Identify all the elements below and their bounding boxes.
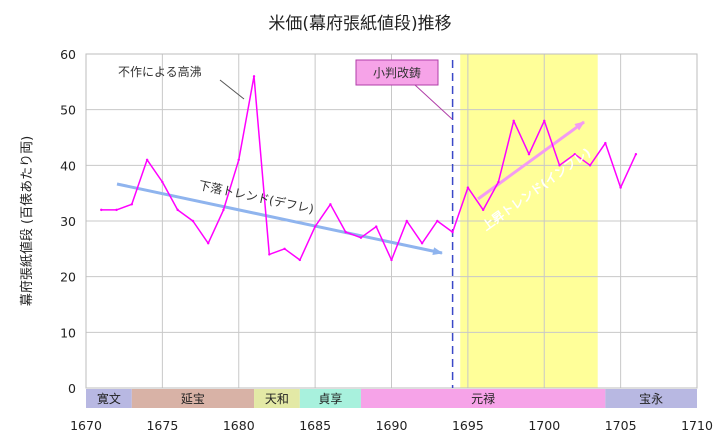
y-tick-label: 10 [60,325,76,340]
data-point [634,153,638,156]
x-tick-label: 1695 [452,418,484,433]
trend-down-arrow [116,182,443,256]
data-point [145,158,149,161]
data-point [527,153,531,156]
data-point [191,219,195,223]
data-point [237,158,240,161]
chart-title: 米価(幕府張紙値段)推移 [268,14,451,34]
data-point [619,186,622,189]
x-tick-label: 1670 [70,418,102,433]
era-bar: 寛文 延宝 天和 貞享 元禄 宝永 [86,389,697,408]
era-segment [605,389,697,408]
era-label: 宝永 [639,392,663,406]
data-point [222,208,225,212]
data-point [283,247,286,251]
data-point [313,225,317,228]
y-tick-label: 60 [60,47,76,62]
series-points [100,75,638,262]
data-point [466,186,470,189]
era-segment [360,389,606,408]
reform-callout-box [355,59,439,86]
era-segment [299,389,361,408]
x-tick-label: 1710 [681,418,713,433]
era-label: 寛文 [97,391,121,406]
series-line [101,75,637,261]
data-point [558,164,561,167]
grid [86,54,697,388]
data-point [497,180,500,184]
data-point [130,203,134,206]
x-axis: 1670 1675 1680 1685 1690 1695 1700 1705 1710 [70,418,713,433]
data-point [481,208,485,212]
data-point [329,203,332,206]
x-tick-label: 1690 [376,418,408,433]
data-point [344,230,347,234]
reform-callout-pointer [414,84,453,120]
data-point [588,164,592,167]
data-point [115,208,118,212]
y-axis: 0 10 20 30 40 50 60 [60,47,76,396]
data-point [436,219,439,223]
data-point [604,141,607,145]
data-point [100,208,103,212]
era-segment [131,389,255,408]
data-point [573,153,576,156]
y-axis-label: 幕府張紙値段 (百俵あたり両) [19,136,35,306]
data-point [451,230,454,234]
x-tick-label: 1685 [299,418,331,433]
y-tick-label: 50 [60,103,76,118]
x-tick-label: 1675 [146,418,178,433]
data-point [390,258,393,262]
annotation-boom: 不作による高沸 [118,64,202,79]
era-label: 元禄 [471,391,495,406]
data-point [207,242,210,245]
data-point [252,75,256,78]
data-point [359,236,363,239]
data-point [375,225,378,228]
era-label: 天和 [265,392,289,406]
plot-frame [85,53,698,389]
y-tick-label: 0 [68,381,76,396]
era-segment [86,389,132,408]
data-point [512,119,515,123]
data-point [268,253,271,256]
x-tick-label: 1680 [223,418,255,433]
data-point [298,258,302,262]
y-tick-label: 20 [60,270,76,285]
y-tick-label: 40 [60,158,76,173]
data-point [161,180,164,184]
data-point [176,208,179,212]
era-label: 貞享 [318,391,342,406]
x-tick-label: 1705 [605,418,637,433]
data-point [420,242,424,245]
era-segment [254,389,300,408]
data-point [405,219,408,223]
data-point [543,119,546,123]
era-label: 延宝 [181,392,205,406]
annotation-trend-down: 下落トレンド(デフレ) [197,177,315,216]
y-tick-label: 30 [60,214,76,229]
annotation-reform: 小判改鋳 [373,66,421,80]
x-tick-label: 1700 [528,418,560,433]
annotation-boom-leader [219,79,245,100]
